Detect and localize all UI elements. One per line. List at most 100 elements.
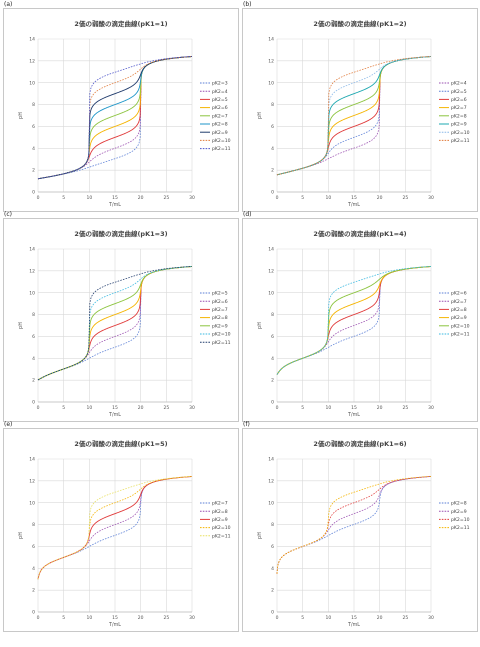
x-tick-label: 5	[301, 195, 304, 201]
y-tick-label: 4	[271, 146, 274, 152]
chart-title: 2価の弱酸の滴定曲線(pK1=2)	[313, 20, 407, 28]
x-tick-label: 30	[189, 405, 195, 411]
chart-title: 2価の弱酸の滴定曲線(pK1=1)	[74, 20, 168, 28]
legend-entry: pK2=9	[212, 130, 228, 136]
y-tick-label: 2	[271, 168, 274, 174]
legend-entry: pK2=9	[451, 509, 467, 515]
y-tick-label: 2	[271, 378, 274, 384]
legend-entry: pK2=7	[212, 113, 228, 119]
x-tick-label: 0	[276, 405, 279, 411]
legend-entry: pK2=11	[451, 525, 470, 531]
series-line	[37, 265, 193, 381]
x-axis-label: T/mL	[108, 412, 121, 418]
x-tick-label: 20	[377, 405, 383, 411]
x-tick-label: 25	[163, 405, 169, 411]
x-tick-label: 30	[189, 195, 195, 201]
series-line	[37, 475, 193, 580]
y-tick-label: 0	[32, 400, 35, 406]
series-line	[276, 475, 432, 574]
y-tick-label: 6	[32, 334, 35, 340]
x-tick-label: 30	[428, 195, 434, 201]
y-tick-label: 0	[271, 610, 274, 616]
x-tick-label: 20	[138, 405, 144, 411]
x-tick-label: 30	[428, 405, 434, 411]
y-axis-label: pH	[18, 112, 24, 119]
legend-entry: pK2=7	[212, 307, 228, 313]
y-tick-label: 14	[29, 247, 35, 253]
x-axis-label: T/mL	[108, 622, 121, 628]
chart-panel: (e) 2価の弱酸の滴定曲線(pK1=5) 0 5 10 15 20 25 30 0 2 4 6 8 10 1…	[3, 421, 239, 632]
y-tick-label: 12	[29, 58, 35, 64]
y-tick-label: 14	[29, 457, 35, 463]
y-tick-label: 6	[32, 124, 35, 130]
x-axis-label: T/mL	[347, 202, 360, 208]
x-tick-label: 15	[112, 195, 118, 201]
chart-title: 2価の弱酸の滴定曲線(pK1=6)	[313, 440, 407, 448]
panel-letter: (e)	[4, 421, 13, 428]
panel-letter: (b)	[243, 1, 252, 8]
legend-entry: pK2=10	[212, 332, 231, 338]
x-tick-label: 5	[62, 405, 65, 411]
y-tick-label: 6	[271, 544, 274, 550]
x-tick-label: 10	[86, 615, 92, 621]
x-tick-label: 15	[112, 405, 118, 411]
x-tick-label: 25	[402, 195, 408, 201]
legend-entry: pK2=6	[451, 97, 467, 103]
x-tick-label: 0	[276, 615, 279, 621]
chart-svg: 0 5 10 15 20 25 30 0 2 4 6 8 10 12 14 T/mL pH pK2=6 pK2=7 p…	[257, 247, 470, 418]
legend-entry: pK2=5	[212, 97, 228, 103]
legend-entry: pK2=9	[451, 315, 467, 321]
panel-letter: (f)	[243, 421, 250, 428]
y-tick-label: 12	[268, 58, 274, 64]
legend-entry: pK2=10	[451, 130, 470, 136]
chart-svg: 0 5 10 15 20 25 30 0 2 4 6 8 10 12 14 T/mL pH pK2=3 pK2=4 p…	[18, 37, 231, 208]
y-tick-label: 14	[29, 37, 35, 43]
chart-panel: (d) 2価の弱酸の滴定曲線(pK1=4) 0 5 10 15 20 25 30 0 2 4 6 8 10 1…	[242, 211, 478, 422]
x-tick-label: 20	[138, 615, 144, 621]
y-tick-label: 14	[268, 457, 274, 463]
y-tick-label: 6	[32, 544, 35, 550]
chart-svg: 0 5 10 15 20 25 30 0 2 4 6 8 10 12 14 T/mL pH pK2=4 pK2=5 p…	[257, 37, 470, 208]
legend-entry: pK2=4	[451, 81, 467, 87]
x-tick-label: 0	[37, 405, 40, 411]
x-tick-label: 5	[301, 615, 304, 621]
legend-entry: pK2=8	[451, 307, 467, 313]
x-tick-label: 15	[351, 405, 357, 411]
y-tick-label: 2	[32, 168, 35, 174]
y-tick-label: 10	[268, 80, 274, 86]
x-axis-label: T/mL	[108, 202, 121, 208]
series-line	[276, 265, 432, 375]
chart-panel: (b) 2価の弱酸の滴定曲線(pK1=2) 0 5 10 15 20 25 30 0 2 4 6 8 10 1…	[242, 1, 478, 212]
legend-entry: pK2=9	[212, 517, 228, 523]
x-tick-label: 10	[86, 195, 92, 201]
y-tick-label: 14	[268, 37, 274, 43]
chart-svg: 0 5 10 15 20 25 30 0 2 4 6 8 10 12 14 T/mL pH pK2=7 pK2=8 p…	[18, 457, 231, 628]
y-tick-label: 10	[29, 290, 35, 296]
x-tick-label: 0	[276, 195, 279, 201]
series-line	[37, 476, 193, 580]
legend-entry: pK2=5	[212, 291, 228, 297]
legend-entry: pK2=5	[451, 89, 467, 95]
legend-entry: pK2=11	[212, 146, 231, 152]
legend-entry: pK2=4	[212, 89, 228, 95]
y-tick-label: 4	[32, 356, 35, 362]
y-tick-label: 12	[29, 478, 35, 484]
y-tick-label: 6	[271, 334, 274, 340]
chart-panel: (c) 2価の弱酸の滴定曲線(pK1=3) 0 5 10 15 20 25 30 0 2 4 6 8 10 1…	[3, 211, 239, 422]
y-tick-label: 8	[271, 102, 274, 108]
x-tick-label: 20	[138, 195, 144, 201]
legend-entry: pK2=7	[451, 299, 467, 305]
x-tick-label: 25	[402, 615, 408, 621]
y-axis-label: pH	[257, 532, 263, 539]
y-tick-label: 12	[29, 268, 35, 274]
y-tick-label: 6	[271, 124, 274, 130]
legend-entry: pK2=6	[212, 105, 228, 111]
y-tick-label: 12	[268, 268, 274, 274]
y-tick-label: 0	[32, 610, 35, 616]
y-tick-label: 8	[271, 312, 274, 318]
y-tick-label: 2	[32, 588, 35, 594]
y-tick-label: 0	[32, 190, 35, 196]
y-tick-label: 4	[32, 146, 35, 152]
y-axis-label: pH	[257, 322, 263, 329]
y-axis-label: pH	[18, 322, 24, 329]
